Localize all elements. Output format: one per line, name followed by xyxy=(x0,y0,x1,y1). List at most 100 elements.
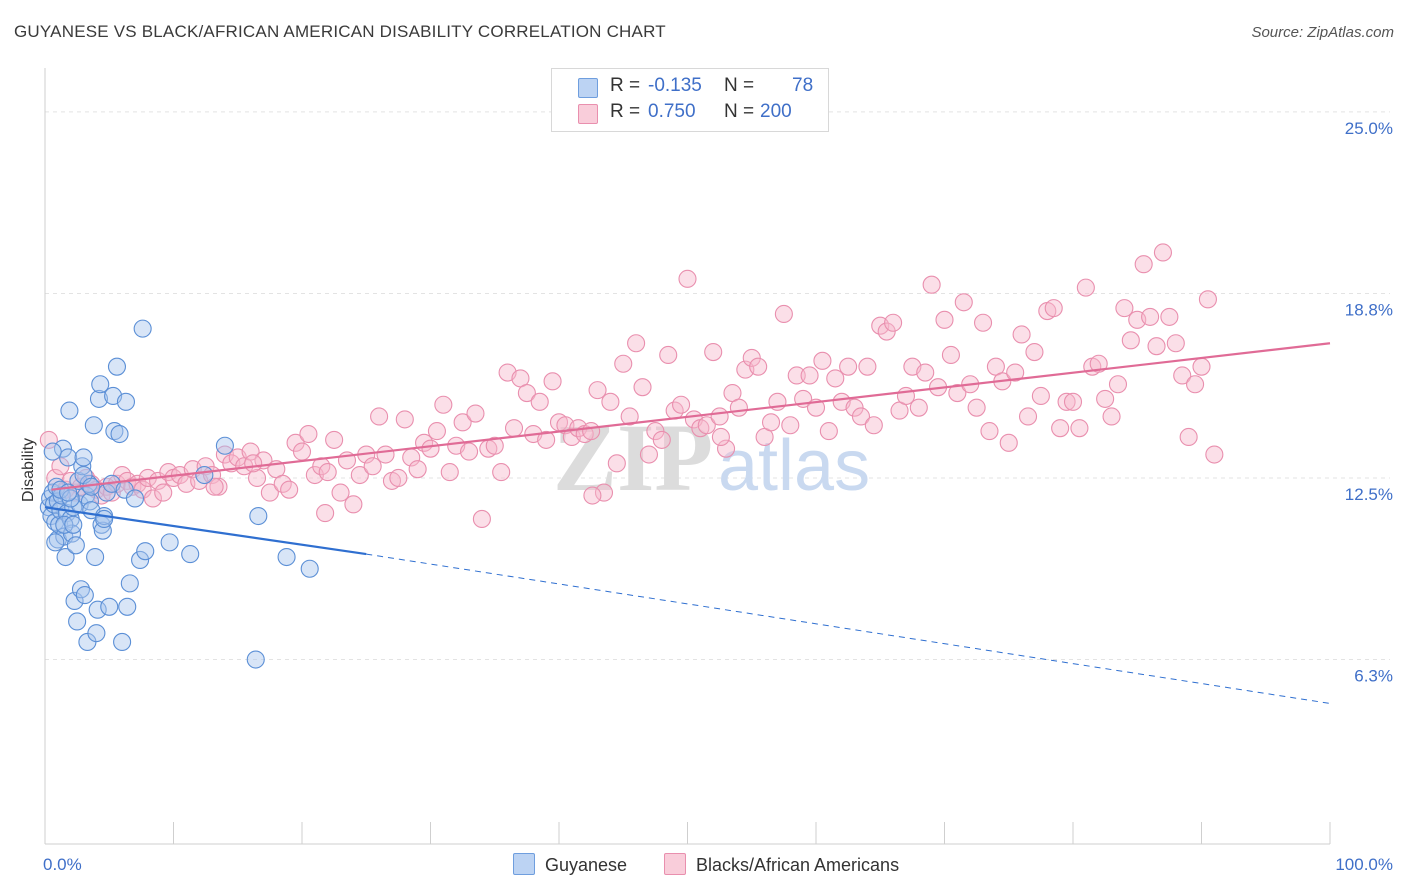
data-point xyxy=(916,363,935,382)
data-point xyxy=(813,351,832,370)
data-point xyxy=(116,392,136,411)
legend-n-label: N = xyxy=(724,101,755,122)
legend-n-label: N = xyxy=(724,75,755,96)
data-point xyxy=(453,413,472,432)
data-point xyxy=(1102,407,1121,426)
data-point xyxy=(64,515,83,534)
data-point xyxy=(819,422,838,441)
legend-n-value: 200 xyxy=(760,101,792,122)
data-point xyxy=(131,550,150,570)
legend-label-black: Blacks/African Americans xyxy=(696,855,900,875)
data-point xyxy=(1121,331,1140,350)
data-point xyxy=(909,398,928,417)
data-point xyxy=(1160,307,1179,326)
data-point xyxy=(427,422,446,441)
data-point xyxy=(716,439,736,458)
data-point xyxy=(1166,334,1185,353)
y-tick-label: 12.5% xyxy=(1345,485,1393,504)
data-point xyxy=(659,345,678,365)
legend-label-guyanese: Guyanese xyxy=(545,855,628,875)
data-point xyxy=(588,381,607,400)
data-point xyxy=(1031,386,1050,406)
data-point xyxy=(1063,392,1083,411)
data-point xyxy=(954,293,973,312)
data-point xyxy=(466,404,485,423)
data-point xyxy=(160,533,179,552)
data-point xyxy=(195,465,214,485)
data-point xyxy=(100,597,119,616)
data-point xyxy=(260,483,279,502)
data-point xyxy=(66,536,85,555)
data-point xyxy=(774,304,793,324)
y-tick-label: 18.8% xyxy=(1345,300,1393,319)
data-point xyxy=(504,419,524,438)
data-point xyxy=(1057,392,1076,411)
data-point xyxy=(1108,375,1128,394)
data-point xyxy=(110,424,129,444)
data-point xyxy=(935,310,954,329)
y-tick-label: 25.0% xyxy=(1345,119,1393,138)
data-point xyxy=(408,460,427,479)
data-point xyxy=(678,269,697,288)
data-point xyxy=(363,457,382,476)
data-point xyxy=(459,442,479,461)
data-point xyxy=(530,392,549,411)
data-point xyxy=(620,407,639,426)
legend-swatch-black xyxy=(578,104,598,124)
data-point xyxy=(331,483,350,502)
legend-r-label: R = xyxy=(610,101,641,122)
data-point xyxy=(292,442,312,461)
data-point xyxy=(440,463,459,482)
data-point xyxy=(1153,243,1172,262)
data-point xyxy=(485,436,504,455)
data-point xyxy=(89,389,109,408)
data-point xyxy=(537,430,556,449)
data-point xyxy=(86,547,105,567)
y-tick-labels: 6.3% 12.5% 18.8% 25.0% xyxy=(1345,119,1393,686)
data-point xyxy=(884,313,903,332)
data-point xyxy=(84,416,103,435)
data-point xyxy=(704,342,723,362)
data-point xyxy=(472,509,491,529)
data-point xyxy=(1025,342,1044,362)
data-point xyxy=(858,357,877,376)
data-point xyxy=(249,506,268,526)
trend-line xyxy=(44,506,367,556)
data-point xyxy=(583,486,602,505)
data-point xyxy=(325,430,344,449)
data-point xyxy=(973,313,993,332)
data-point xyxy=(1192,357,1211,376)
data-point xyxy=(1173,366,1192,385)
data-point xyxy=(1089,354,1108,373)
data-point xyxy=(107,357,127,376)
data-point xyxy=(105,422,124,441)
legend-swatch-black xyxy=(664,853,686,875)
data-point xyxy=(350,465,369,485)
data-point xyxy=(395,410,414,429)
data-point xyxy=(246,650,265,669)
data-point xyxy=(627,334,646,353)
data-point xyxy=(376,445,395,464)
data-point xyxy=(1070,419,1089,438)
data-point xyxy=(710,407,729,426)
legend-r-label: R = xyxy=(610,75,641,96)
data-point xyxy=(118,597,137,616)
legend-n-value: 78 xyxy=(792,75,814,96)
data-point xyxy=(1198,290,1217,309)
data-point xyxy=(300,559,319,578)
data-point xyxy=(601,392,620,411)
data-point xyxy=(1147,337,1166,356)
data-point xyxy=(87,624,106,643)
data-point xyxy=(922,275,941,294)
data-point xyxy=(125,489,144,508)
data-point xyxy=(781,416,800,435)
data-point xyxy=(75,586,94,605)
data-point xyxy=(91,375,110,394)
data-point xyxy=(633,378,652,397)
data-point xyxy=(318,463,337,482)
data-point xyxy=(43,442,62,461)
x-tick-label: 0.0% xyxy=(43,855,82,874)
data-point xyxy=(136,542,155,561)
data-point xyxy=(543,372,562,391)
data-point xyxy=(826,369,845,388)
